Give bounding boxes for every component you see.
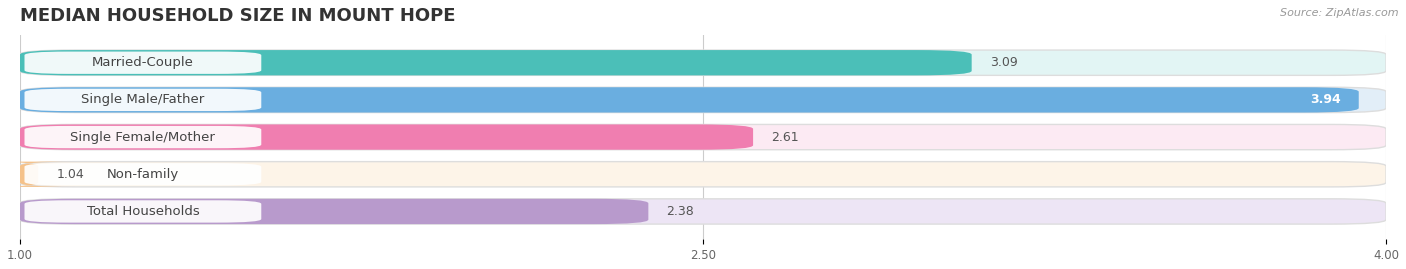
FancyBboxPatch shape — [20, 87, 1386, 112]
FancyBboxPatch shape — [20, 162, 1386, 187]
FancyBboxPatch shape — [20, 199, 1386, 224]
FancyBboxPatch shape — [24, 163, 262, 185]
FancyBboxPatch shape — [24, 200, 262, 223]
Text: Non-family: Non-family — [107, 168, 179, 181]
FancyBboxPatch shape — [20, 50, 972, 75]
Text: Single Female/Mother: Single Female/Mother — [70, 130, 215, 144]
Text: Source: ZipAtlas.com: Source: ZipAtlas.com — [1281, 8, 1399, 18]
FancyBboxPatch shape — [20, 87, 1358, 112]
Text: 1.04: 1.04 — [56, 168, 84, 181]
FancyBboxPatch shape — [20, 50, 1386, 75]
Text: 3.94: 3.94 — [1310, 93, 1340, 107]
FancyBboxPatch shape — [20, 125, 1386, 150]
Text: Single Male/Father: Single Male/Father — [82, 93, 204, 107]
Text: MEDIAN HOUSEHOLD SIZE IN MOUNT HOPE: MEDIAN HOUSEHOLD SIZE IN MOUNT HOPE — [20, 7, 456, 25]
FancyBboxPatch shape — [24, 52, 262, 74]
FancyBboxPatch shape — [20, 125, 754, 150]
Text: 3.09: 3.09 — [990, 56, 1018, 69]
FancyBboxPatch shape — [0, 162, 75, 187]
FancyBboxPatch shape — [24, 126, 262, 148]
FancyBboxPatch shape — [24, 89, 262, 111]
Text: Total Households: Total Households — [87, 205, 200, 218]
Text: Married-Couple: Married-Couple — [91, 56, 194, 69]
Text: 2.38: 2.38 — [666, 205, 695, 218]
Text: 2.61: 2.61 — [772, 130, 799, 144]
FancyBboxPatch shape — [20, 199, 648, 224]
